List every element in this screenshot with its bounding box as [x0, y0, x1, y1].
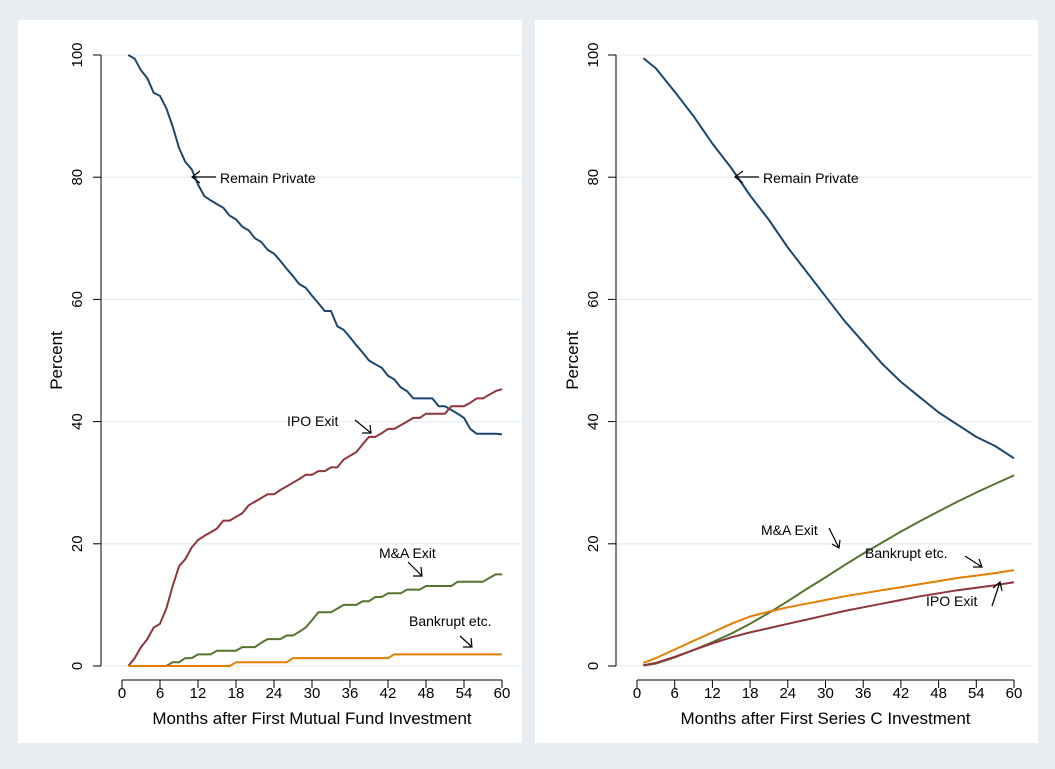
left-series-ipo-exit — [127, 388, 503, 667]
right-xtick-label: 42 — [893, 685, 910, 702]
left-label-ipo-exit: IPO Exit — [287, 413, 338, 429]
right-xtick-label: 6 — [671, 685, 679, 702]
right-xtick-label: 18 — [742, 685, 759, 702]
left-xtick-label: 48 — [418, 685, 435, 702]
left-arrow-ma-exit — [407, 561, 423, 577]
left-xtick-label: 12 — [190, 685, 207, 702]
right-label-ma-exit: M&A Exit — [761, 522, 818, 538]
left-xtick-label: 54 — [456, 685, 473, 702]
left-ytick-label: 0 — [69, 662, 86, 670]
left-series — [127, 54, 503, 667]
right-y-axis-title: Percent — [563, 331, 582, 390]
left-xtick-label: 18 — [228, 685, 245, 702]
right-ytick-label: 0 — [585, 662, 602, 670]
right-ytick-label: 60 — [585, 291, 602, 308]
left-axes: 0 20 40 60 80 100 0 6 12 18 24 30 36 42 48 54 60 Months a… — [47, 42, 510, 728]
left-ytick-label: 40 — [69, 413, 86, 430]
left-label-ma-exit: M&A Exit — [379, 545, 436, 561]
right-xtick-label: 60 — [1006, 685, 1023, 702]
right-panel-background — [535, 20, 1038, 743]
left-series-remain-private — [127, 54, 503, 436]
right-series — [642, 57, 1015, 667]
right-arrow-ma-exit — [828, 527, 841, 549]
left-ytick-label: 20 — [69, 535, 86, 552]
left-xtick-label: 0 — [118, 685, 126, 702]
left-panel: 0 20 40 60 80 100 0 6 12 18 24 30 36 42 48 54 60 Months a… — [18, 20, 522, 743]
right-label-remain-private: Remain Private — [763, 170, 859, 186]
left-xtick-label: 30 — [304, 685, 321, 702]
right-series-ipo-exit — [643, 581, 1015, 667]
right-xtick-label: 0 — [633, 685, 641, 702]
right-gridlines — [616, 54, 1032, 667]
left-series-bankrupt-etc — [128, 653, 502, 667]
left-arrow-ipo-exit — [354, 419, 372, 434]
left-xtick-label: 24 — [266, 685, 283, 702]
right-series-remain-private — [642, 57, 1015, 460]
right-axes: 0 20 40 60 80 100 0 6 12 18 24 30 36 42 48 54 60 Months a… — [563, 42, 1022, 728]
left-arrow-bankrupt — [459, 635, 473, 648]
left-xtick-label: 42 — [380, 685, 397, 702]
right-arrow-bankrupt — [964, 555, 983, 568]
right-xtick-label: 30 — [817, 685, 834, 702]
right-xtick-label: 48 — [930, 685, 947, 702]
left-ytick-label: 100 — [69, 42, 86, 67]
right-xtick-label: 54 — [968, 685, 985, 702]
right-arrow-remain-private — [734, 170, 759, 184]
right-xtick-label: 24 — [779, 685, 796, 702]
right-xtick-label: 12 — [704, 685, 721, 702]
left-panel-background — [18, 20, 522, 743]
left-series-maa-exit — [128, 573, 502, 667]
left-annotations: Remain Private IPO Exit M&A Exit Bankrup… — [191, 170, 492, 648]
right-x-axis-title: Months after First Series C Investment — [680, 709, 970, 728]
left-xtick-label: 60 — [494, 685, 511, 702]
right-ytick-label: 40 — [585, 413, 602, 430]
right-ytick-label: 20 — [585, 535, 602, 552]
right-ytick-label: 100 — [585, 42, 602, 67]
right-xtick-label: 36 — [855, 685, 872, 702]
left-ytick-label: 60 — [69, 291, 86, 308]
left-xtick-label: 36 — [342, 685, 359, 702]
left-arrow-remain-private — [191, 170, 216, 184]
left-x-axis-title: Months after First Mutual Fund Investmen… — [152, 709, 472, 728]
right-arrow-ipo-exit — [991, 580, 1003, 607]
right-label-bankrupt: Bankrupt etc. — [865, 545, 948, 561]
right-series-bankrupt-etc — [642, 569, 1015, 664]
left-y-axis-title: Percent — [47, 331, 66, 390]
right-ytick-label: 80 — [585, 169, 602, 186]
left-ytick-label: 80 — [69, 169, 86, 186]
right-annotations: Remain Private M&A Exit Bankrupt etc. IP… — [734, 170, 1003, 609]
right-panel: 0 20 40 60 80 100 0 6 12 18 24 30 36 42 48 54 60 Months a… — [535, 20, 1038, 743]
left-xtick-label: 6 — [156, 685, 164, 702]
left-label-remain-private: Remain Private — [220, 170, 316, 186]
left-label-bankrupt: Bankrupt etc. — [409, 613, 492, 629]
right-label-ipo-exit: IPO Exit — [926, 593, 977, 609]
